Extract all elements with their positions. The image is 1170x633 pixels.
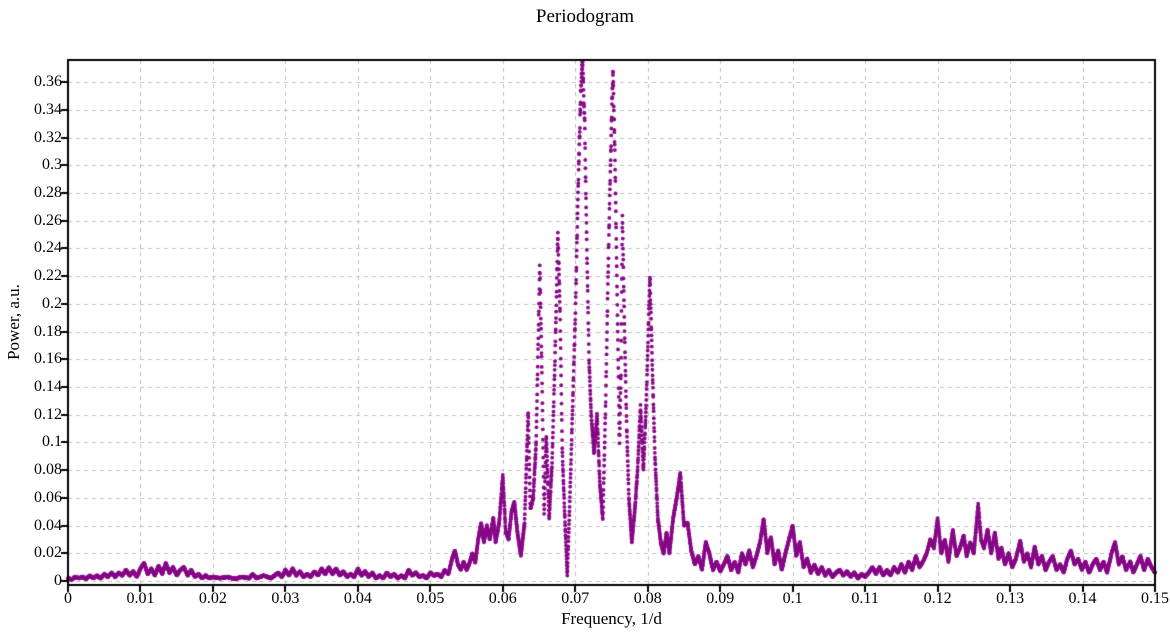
x-tick-label: 0.14 — [1068, 590, 1097, 607]
y-tick-label: 0.3 — [42, 156, 62, 174]
y-tick-label: 0 — [54, 572, 62, 589]
x-tick-label: 0.08 — [633, 590, 662, 607]
chart-title: Periodogram — [535, 6, 635, 27]
y-tick-label: 0.24 — [34, 239, 62, 257]
x-tick-label: 0.07 — [561, 590, 590, 607]
y-tick-label: 0.1 — [42, 433, 62, 451]
y-tick-label: 0.32 — [34, 128, 62, 146]
x-tick-label: 0.13 — [996, 590, 1025, 607]
y-tick-label: 0.02 — [34, 544, 62, 562]
x-tick-label: 0.03 — [271, 590, 300, 607]
x-tick-label: 0 — [64, 590, 72, 607]
y-tick-label: 0.28 — [34, 184, 62, 202]
x-tick-label: 0.12 — [923, 590, 952, 607]
x-tick-label: 0.05 — [416, 590, 445, 607]
x-tick-label: 0.02 — [198, 590, 227, 607]
y-tick-label: 0.22 — [34, 267, 62, 285]
x-axis-title: Frequency, 1/d — [561, 609, 662, 628]
y-tick-label: 0.2 — [42, 294, 62, 312]
x-tick-label: 0.04 — [343, 590, 372, 607]
y-tick-label: 0.12 — [34, 405, 62, 423]
y-tick-label: 0.06 — [34, 488, 62, 506]
y-tick-label: 0.18 — [34, 322, 62, 340]
y-tick-label: 0.36 — [34, 73, 62, 91]
y-tick-label: 0.14 — [34, 378, 62, 395]
x-tick-label: 0.01 — [126, 590, 155, 607]
y-tick-label: 0.16 — [34, 350, 62, 368]
x-tick-label: 0.11 — [851, 590, 879, 607]
x-tick-label: 0.06 — [488, 590, 517, 607]
y-tick-label: 0.08 — [34, 461, 62, 479]
x-tick-label: 0.15 — [1141, 590, 1169, 607]
y-tick-label: 0.26 — [34, 211, 62, 229]
y-tick-label: 0.34 — [34, 100, 62, 118]
x-tick-label: 0.1 — [782, 590, 803, 607]
x-tick-label: 0.09 — [706, 590, 735, 607]
y-tick-label: 0.04 — [34, 516, 62, 534]
